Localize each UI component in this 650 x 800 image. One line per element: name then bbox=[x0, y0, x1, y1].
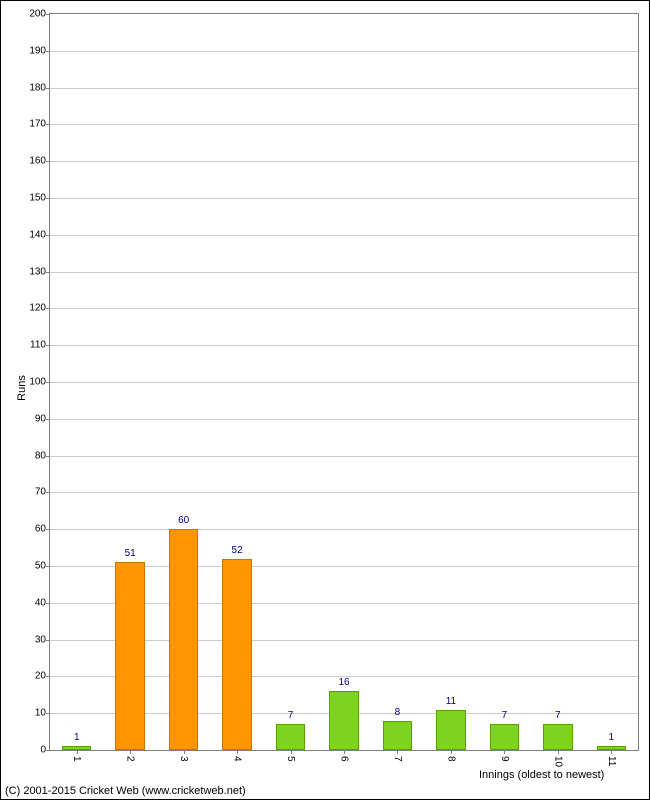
y-axis-title: Runs bbox=[16, 375, 28, 401]
gridline bbox=[50, 198, 638, 199]
x-tick-label: 4 bbox=[232, 750, 243, 762]
gridline bbox=[50, 308, 638, 309]
y-tick-label: 150 bbox=[29, 193, 50, 204]
bar bbox=[276, 724, 305, 750]
bar-chart-container: 0102030405060708090100110120130140150160… bbox=[0, 0, 650, 800]
bar-value-label: 16 bbox=[338, 677, 349, 688]
bar bbox=[490, 724, 519, 750]
y-tick-label: 90 bbox=[35, 413, 50, 424]
y-tick-label: 20 bbox=[35, 671, 50, 682]
bar bbox=[436, 710, 465, 750]
bar bbox=[222, 559, 251, 750]
y-tick-label: 80 bbox=[35, 450, 50, 461]
gridline bbox=[50, 382, 638, 383]
x-tick-label: 1 bbox=[71, 750, 82, 762]
gridline bbox=[50, 88, 638, 89]
y-tick-label: 110 bbox=[30, 340, 50, 351]
y-tick-label: 140 bbox=[29, 229, 50, 240]
bar bbox=[115, 562, 144, 750]
copyright-label: (C) 2001-2015 Cricket Web (www.cricketwe… bbox=[5, 785, 246, 797]
gridline bbox=[50, 529, 638, 530]
y-tick-label: 190 bbox=[29, 45, 50, 56]
x-tick-label: 6 bbox=[339, 750, 350, 762]
y-tick-label: 10 bbox=[35, 708, 50, 719]
bar bbox=[383, 721, 412, 750]
bar-value-label: 51 bbox=[125, 548, 136, 559]
x-tick-label: 7 bbox=[392, 750, 403, 762]
y-tick-label: 0 bbox=[40, 745, 50, 756]
bar bbox=[543, 724, 572, 750]
bar-value-label: 7 bbox=[288, 710, 294, 721]
x-tick-label: 9 bbox=[499, 750, 510, 762]
y-tick-label: 200 bbox=[29, 9, 50, 20]
bar-value-label: 8 bbox=[395, 707, 401, 718]
x-tick-label: 2 bbox=[125, 750, 136, 762]
bar bbox=[169, 529, 198, 750]
gridline bbox=[50, 419, 638, 420]
gridline bbox=[50, 492, 638, 493]
bar-value-label: 60 bbox=[178, 515, 189, 526]
y-tick-label: 130 bbox=[29, 266, 50, 277]
gridline bbox=[50, 272, 638, 273]
gridline bbox=[50, 124, 638, 125]
gridline bbox=[50, 456, 638, 457]
y-tick-label: 170 bbox=[29, 119, 50, 130]
y-tick-label: 180 bbox=[29, 82, 50, 93]
y-tick-label: 50 bbox=[35, 561, 50, 572]
y-tick-label: 40 bbox=[35, 597, 50, 608]
plot-area: 0102030405060708090100110120130140150160… bbox=[49, 13, 639, 751]
x-axis-title: Innings (oldest to newest) bbox=[479, 769, 604, 781]
bar bbox=[329, 691, 358, 750]
x-tick-label: 3 bbox=[178, 750, 189, 762]
y-tick-label: 60 bbox=[35, 524, 50, 535]
gridline bbox=[50, 51, 638, 52]
y-tick-label: 70 bbox=[35, 487, 50, 498]
gridline bbox=[50, 235, 638, 236]
bar-value-label: 1 bbox=[608, 732, 614, 743]
y-tick-label: 30 bbox=[35, 634, 50, 645]
bar-value-label: 11 bbox=[446, 696, 456, 707]
x-tick-label: 8 bbox=[445, 750, 456, 762]
bar-value-label: 7 bbox=[555, 710, 561, 721]
gridline bbox=[50, 161, 638, 162]
bar-value-label: 52 bbox=[232, 545, 243, 556]
x-tick-label: 10 bbox=[552, 750, 563, 767]
gridline bbox=[50, 345, 638, 346]
y-tick-label: 100 bbox=[29, 377, 50, 388]
bar-value-label: 1 bbox=[74, 732, 80, 743]
bar-value-label: 7 bbox=[502, 710, 508, 721]
x-tick-label: 5 bbox=[285, 750, 296, 762]
x-tick-label: 11 bbox=[606, 750, 617, 766]
y-tick-label: 120 bbox=[29, 303, 50, 314]
y-tick-label: 160 bbox=[29, 156, 50, 167]
